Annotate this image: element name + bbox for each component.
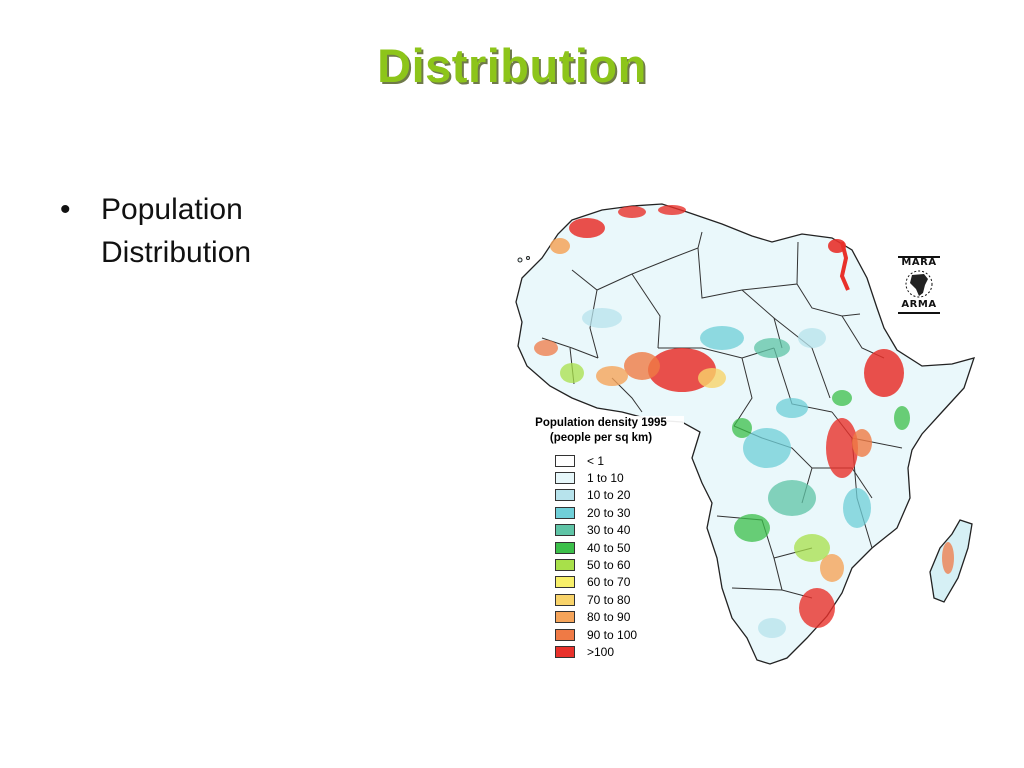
legend-title: Population density 1995 bbox=[535, 417, 667, 429]
legend-swatch bbox=[555, 611, 575, 624]
legend-row: 20 to 30 bbox=[555, 504, 684, 521]
bullet-text: Population Distribution bbox=[101, 193, 252, 269]
legend-swatch bbox=[555, 645, 575, 658]
canary-islands bbox=[517, 257, 523, 263]
slide-title: Distribution bbox=[377, 39, 647, 92]
bullet-dot-icon: • bbox=[60, 193, 71, 226]
legend-row: 10 to 20 bbox=[555, 487, 684, 504]
legend-row: >100 bbox=[555, 643, 684, 660]
medium-density-areas bbox=[582, 308, 910, 638]
legend-swatch bbox=[555, 628, 575, 641]
legend-swatch bbox=[555, 454, 575, 467]
africa-map-svg bbox=[515, 203, 976, 665]
legend-label: 60 to 70 bbox=[587, 575, 631, 590]
logo-bottom-text: ARMA bbox=[901, 299, 937, 310]
legend-swatch bbox=[555, 541, 575, 554]
legend-label: 40 to 50 bbox=[587, 540, 631, 555]
legend-label: 20 to 30 bbox=[587, 505, 631, 520]
legend-label: 70 to 80 bbox=[587, 592, 631, 607]
high-density-clusters bbox=[534, 205, 954, 628]
africa-logo-icon bbox=[905, 270, 933, 298]
legend-row: 1 to 10 bbox=[555, 469, 684, 486]
legend-label: >100 bbox=[587, 644, 615, 659]
legend-label: 80 to 90 bbox=[587, 610, 631, 625]
map-legend: Population density 1995 (people per sq k… bbox=[514, 416, 684, 661]
legend-subtitle: (people per sq km) bbox=[549, 432, 653, 444]
legend-label: 1 to 10 bbox=[587, 471, 624, 486]
legend-label: 10 to 20 bbox=[587, 488, 631, 503]
bullet-list: • Population Distribution bbox=[60, 188, 360, 274]
legend-row: 80 to 90 bbox=[555, 609, 684, 626]
logo-bottom-line bbox=[898, 312, 940, 314]
legend-label: < 1 bbox=[587, 453, 605, 468]
legend-row: 50 to 60 bbox=[555, 556, 684, 573]
legend-swatch bbox=[555, 559, 575, 572]
mara-arma-logo: MARA ARMA bbox=[896, 254, 944, 314]
legend-swatch bbox=[555, 506, 575, 519]
legend-label: 50 to 60 bbox=[587, 558, 631, 573]
legend-label: 90 to 100 bbox=[587, 627, 638, 642]
bullet-item: • Population Distribution bbox=[60, 188, 360, 274]
africa-population-map bbox=[512, 198, 980, 668]
legend-label: 30 to 40 bbox=[587, 523, 631, 538]
legend-swatch bbox=[555, 524, 575, 537]
legend-row: 70 to 80 bbox=[555, 591, 684, 608]
legend-swatch bbox=[555, 576, 575, 589]
legend-row: 90 to 100 bbox=[555, 626, 684, 643]
legend-row: 40 to 50 bbox=[555, 539, 684, 556]
legend-items: < 1 1 to 10 10 to 20 20 to 30 30 to 40 40 to … bbox=[514, 452, 684, 661]
logo-top-text: MARA bbox=[901, 257, 937, 268]
legend-swatch bbox=[555, 489, 575, 502]
canary-islands-2 bbox=[526, 256, 530, 260]
legend-row: < 1 bbox=[555, 452, 684, 469]
legend-swatch bbox=[555, 472, 575, 485]
legend-row: 30 to 40 bbox=[555, 522, 684, 539]
legend-row: 60 to 70 bbox=[555, 574, 684, 591]
logo-top-line bbox=[898, 256, 940, 258]
legend-swatch bbox=[555, 593, 575, 606]
